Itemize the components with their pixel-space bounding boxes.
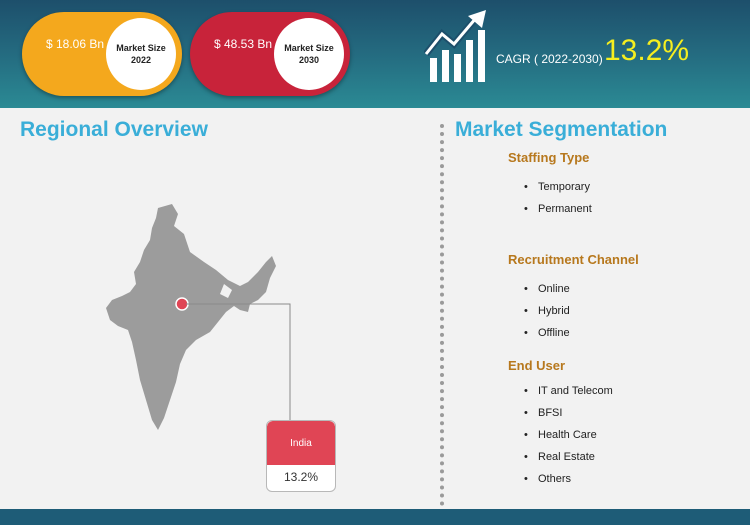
segment-list-recruitment-channel: Online Hybrid Offline [524, 278, 570, 344]
cagr-label: CAGR ( 2022-2030) [496, 52, 603, 66]
market-size-2022-value: $ 18.06 Bn [45, 37, 105, 51]
region-name: India [267, 421, 335, 465]
market-size-2030-value: $ 48.53 Bn [213, 37, 273, 51]
regional-overview-title: Regional Overview [20, 118, 208, 141]
list-item: IT and Telecom [524, 380, 613, 402]
region-callout-card: India 13.2% [266, 420, 336, 492]
footer-bar [0, 509, 750, 525]
market-segmentation-title: Market Segmentation [455, 118, 668, 141]
segment-heading-end-user: End User [508, 358, 566, 373]
cagr-value: 13.2% [604, 34, 690, 67]
segment-heading-recruitment-channel: Recruitment Channel [508, 252, 639, 267]
list-item: Hybrid [524, 300, 570, 322]
market-size-2022-pill: $ 18.06 Bn Market Size 2022 [22, 12, 182, 96]
growth-chart-icon [424, 10, 486, 82]
market-size-2022-label: Market Size 2022 [106, 18, 176, 90]
region-callout-line [186, 303, 291, 420]
list-item: Permanent [524, 198, 592, 220]
region-cagr-value: 13.2% [283, 470, 319, 484]
list-item: Online [524, 278, 570, 300]
list-item: Others [524, 468, 613, 490]
india-map-icon [106, 204, 276, 430]
market-size-2030-pill: $ 48.53 Bn Market Size 2030 [190, 12, 350, 96]
segment-list-end-user: IT and Telecom BFSI Health Care Real Est… [524, 380, 613, 490]
list-item: Health Care [524, 424, 613, 446]
segment-heading-staffing-type: Staffing Type [508, 150, 590, 165]
list-item: Real Estate [524, 446, 613, 468]
header-banner: $ 18.06 Bn Market Size 2022 $ 48.53 Bn M… [0, 0, 750, 108]
section-divider [440, 124, 444, 506]
list-item: Offline [524, 322, 570, 344]
segment-list-staffing-type: Temporary Permanent [524, 176, 592, 220]
list-item: BFSI [524, 402, 613, 424]
list-item: Temporary [524, 176, 592, 198]
market-size-2030-label: Market Size 2030 [274, 18, 344, 90]
